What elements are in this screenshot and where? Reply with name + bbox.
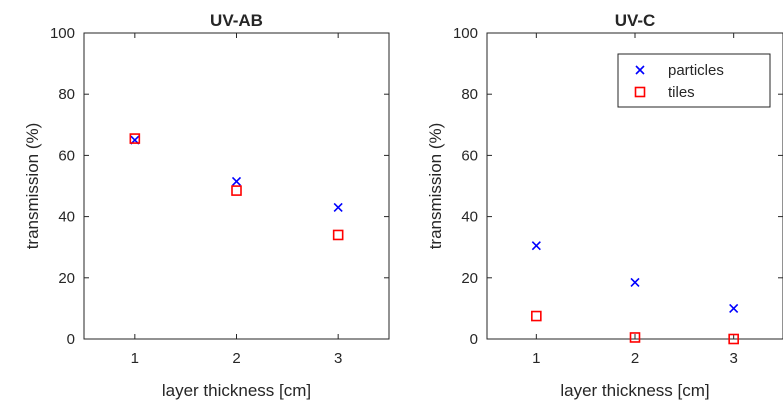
data-point bbox=[531, 310, 542, 322]
x-axis-label: layer thickness [cm] bbox=[560, 381, 709, 400]
x-axis-label: layer thickness [cm] bbox=[162, 381, 311, 400]
x-tick-label: 3 bbox=[729, 350, 737, 367]
x-tick-label: 2 bbox=[631, 350, 639, 367]
y-tick-label: 0 bbox=[470, 331, 478, 348]
data-point bbox=[728, 333, 739, 345]
series-square-markers bbox=[129, 133, 344, 241]
legend-swatch bbox=[634, 86, 646, 98]
y-tick-label: 80 bbox=[461, 86, 478, 103]
y-tick-label: 20 bbox=[461, 270, 478, 287]
legend-box bbox=[617, 53, 771, 108]
data-point bbox=[333, 202, 343, 212]
y-tick-label: 80 bbox=[58, 86, 75, 103]
x-tick-label: 1 bbox=[532, 350, 540, 367]
legend: particles tiles bbox=[617, 53, 771, 108]
data-point bbox=[630, 277, 640, 287]
legend-swatch bbox=[635, 65, 645, 75]
y-axis-label: transmission (%) bbox=[23, 123, 42, 250]
series-x-markers bbox=[130, 135, 343, 212]
y-tick-label: 60 bbox=[461, 147, 478, 164]
data-point bbox=[231, 176, 242, 186]
series-square-markers bbox=[531, 310, 739, 345]
data-point bbox=[332, 229, 344, 241]
y-tick-label: 100 bbox=[50, 25, 75, 42]
data-point bbox=[629, 332, 641, 343]
data-point bbox=[129, 133, 141, 144]
chart-panel-1: 0 20 40 60 80 100 1 2 3 UV-AB layer thickness [cm]… bbox=[23, 11, 390, 400]
y-tick-label: 0 bbox=[67, 331, 75, 348]
x-tick-label: 2 bbox=[232, 350, 240, 367]
y-axis-label: transmission (%) bbox=[426, 123, 445, 250]
y-tick-label: 40 bbox=[58, 209, 75, 226]
y-tick-label: 40 bbox=[461, 209, 478, 226]
x-tick-label: 1 bbox=[131, 350, 139, 367]
chart-panel-2: 0 20 40 60 80 100 1 2 3 UV-C layer thickness [cm] t… bbox=[426, 11, 783, 400]
y-tick-label: 100 bbox=[453, 25, 478, 42]
y-tick-label: 60 bbox=[58, 147, 75, 164]
data-point bbox=[231, 185, 242, 196]
chart-title: UV-AB bbox=[210, 11, 263, 30]
legend-entry-label: particles bbox=[668, 62, 724, 79]
legend-entry-label: tiles bbox=[668, 84, 695, 101]
data-point bbox=[729, 303, 739, 313]
data-point bbox=[531, 241, 541, 251]
series-x-markers bbox=[531, 241, 739, 313]
chart-title: UV-C bbox=[615, 11, 656, 30]
x-tick-label: 3 bbox=[334, 350, 342, 367]
y-tick-label: 20 bbox=[58, 270, 75, 287]
